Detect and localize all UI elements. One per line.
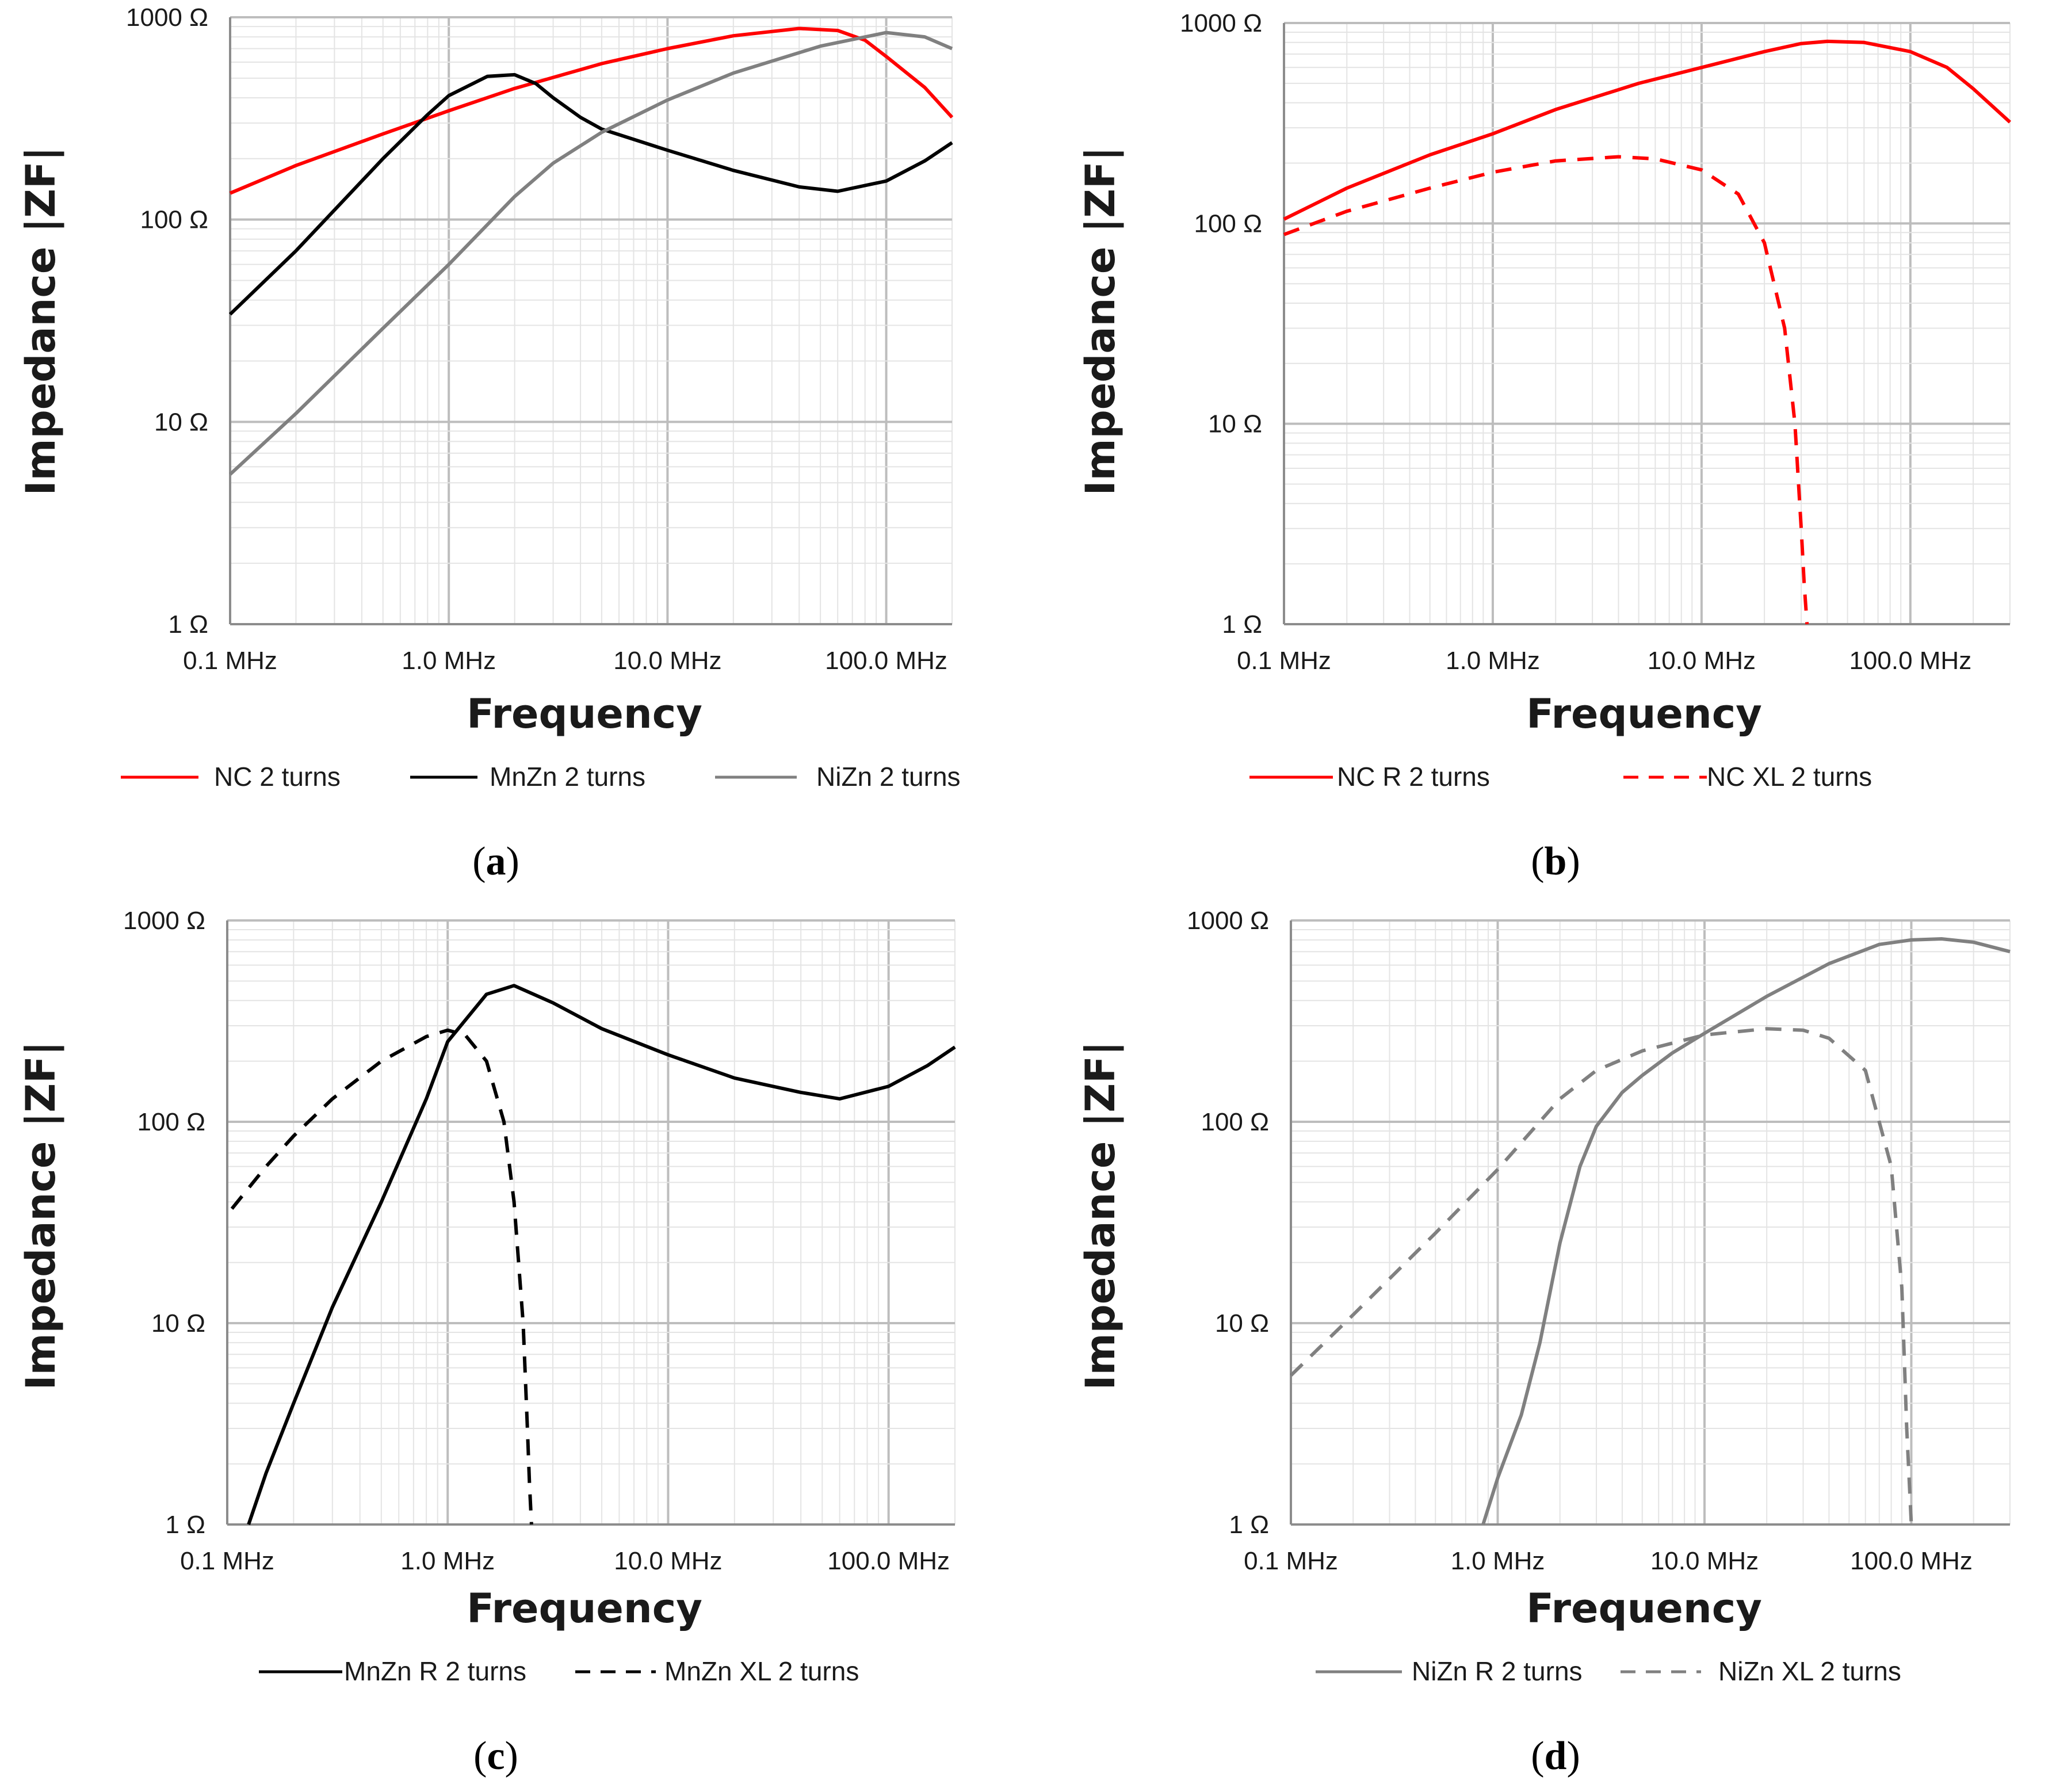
x-tick-label: 1.0 MHz (402, 647, 496, 675)
legend-entry: NC R 2 turns (1249, 762, 1490, 792)
grid (226, 919, 956, 1526)
y-tick-label: 1000 Ω (123, 907, 205, 935)
grid (1290, 919, 2011, 1526)
x-tick-label: 100.0 MHz (827, 1547, 950, 1575)
legend-label: MnZn 2 turns (490, 762, 645, 792)
y-tick-label: 1 Ω (1222, 610, 1262, 639)
y-tick-label: 1 Ω (168, 610, 208, 639)
series-line-nc-r-2-turns (1283, 39, 2012, 221)
caption-open-paren: ( (1531, 839, 1544, 884)
x-tick-label: 100.0 MHz (825, 647, 947, 675)
caption-open-paren: ( (472, 839, 486, 884)
series-line-nc-2-turns (229, 26, 954, 195)
panel-caption: (a) (472, 839, 519, 884)
y-tick-label: 1000 Ω (126, 3, 208, 32)
x-tick-label: 1.0 MHz (1451, 1547, 1545, 1575)
x-tick-label: 1.0 MHz (400, 1547, 495, 1575)
caption-open-paren: ( (473, 1734, 487, 1778)
legend-entry: NC 2 turns (121, 762, 341, 792)
caption-letter: c (487, 1734, 505, 1778)
y-axis-title: Impedance |ZF| (1077, 1041, 1124, 1390)
legend-label: NiZn 2 turns (816, 762, 961, 792)
caption-close-paren: ) (506, 839, 519, 884)
caption-close-paren: ) (1566, 1734, 1580, 1778)
y-tick-label: 1 Ω (165, 1511, 205, 1539)
series-line-mnzn-xl-2-turns (230, 1028, 533, 1525)
y-tick-label: 100 Ω (1201, 1108, 1269, 1136)
x-axis-title: Frequency (467, 690, 702, 738)
series-line-nc-xl-2-turns (1283, 155, 1809, 625)
legend-label: MnZn XL 2 turns (664, 1656, 859, 1686)
y-tick-label: 1 Ω (1229, 1511, 1269, 1539)
panel-caption: (c) (473, 1734, 518, 1778)
caption-close-paren: ) (1566, 839, 1580, 884)
y-tick-label: 10 Ω (151, 1309, 205, 1338)
x-tick-label: 10.0 MHz (1650, 1547, 1759, 1575)
legend-label: MnZn R 2 turns (344, 1656, 526, 1686)
legend-label: NiZn XL 2 turns (1718, 1656, 1901, 1686)
x-tick-label: 0.1 MHz (1244, 1547, 1338, 1575)
y-axis-title: Impedance |ZF| (1077, 147, 1124, 496)
legend-label: NC XL 2 turns (1707, 762, 1872, 792)
x-tick-label: 100.0 MHz (1849, 647, 1971, 675)
grid (229, 16, 953, 625)
y-axis-title: Impedance |ZF| (17, 1041, 64, 1390)
panel-caption: (b) (1531, 839, 1580, 884)
series-line-mnzn-2-turns (228, 72, 953, 316)
x-tick-label: 10.0 MHz (1648, 647, 1756, 675)
panel-caption: (d) (1531, 1734, 1580, 1778)
y-axis-title: Impedance |ZF| (17, 147, 64, 496)
legend-entry: NC XL 2 turns (1623, 762, 1872, 792)
y-tick-label: 10 Ω (1215, 1309, 1269, 1338)
series-line-nizn-2-turns (228, 30, 953, 476)
series-line-nizn-r-2-turns (1481, 937, 2011, 1525)
caption-letter: a (486, 839, 506, 884)
chart-panel-a: 1 Ω 10 Ω 100 Ω 1000 Ω 0.1 MHz 1.0 MHz 10.0 MHz… (17, 3, 961, 884)
caption-close-paren: ) (505, 1734, 518, 1778)
legend-entry: MnZn XL 2 turns (575, 1656, 859, 1686)
chart-panel-c: 1 Ω 10 Ω 100 Ω 1000 Ω 0.1 MHz 1.0 MHz 10.0 MHz… (17, 907, 956, 1778)
caption-open-paren: ( (1531, 1734, 1544, 1778)
legend-entry: MnZn 2 turns (410, 762, 645, 792)
x-tick-label: 10.0 MHz (613, 647, 721, 675)
x-tick-label: 100.0 MHz (1850, 1547, 1973, 1575)
legend-entry: NiZn R 2 turns (1316, 1656, 1583, 1686)
y-tick-label: 10 Ω (154, 408, 208, 436)
series-line-mnzn-r-2-turns (247, 984, 956, 1525)
chart-panel-b: 1 Ω 10 Ω 100 Ω 1000 Ω 0.1 MHz 1.0 MHz 10.0 MHz… (1077, 9, 2012, 884)
grid (1283, 22, 2011, 625)
legend-label: NC 2 turns (214, 762, 341, 792)
series-line-nizn-xl-2-turns (1289, 1027, 1913, 1525)
x-axis-title: Frequency (467, 1585, 702, 1632)
x-tick-label: 0.1 MHz (180, 1547, 274, 1575)
legend-entry: NiZn XL 2 turns (1621, 1656, 1901, 1686)
y-tick-label: 100 Ω (137, 1108, 205, 1136)
y-tick-label: 100 Ω (140, 206, 208, 234)
x-tick-label: 0.1 MHz (183, 647, 277, 675)
x-tick-label: 10.0 MHz (614, 1547, 722, 1575)
chart-panel-d: 1 Ω 10 Ω 100 Ω 1000 Ω 0.1 MHz 1.0 MHz 10.0 MHz… (1077, 907, 2011, 1778)
legend-entry: NiZn 2 turns (715, 762, 961, 792)
x-axis-title: Frequency (1526, 1585, 1762, 1632)
y-tick-label: 100 Ω (1194, 209, 1262, 238)
y-tick-label: 1000 Ω (1187, 907, 1269, 935)
y-tick-label: 10 Ω (1208, 410, 1262, 438)
legend-entry: MnZn R 2 turns (259, 1656, 526, 1686)
y-tick-label: 1000 Ω (1180, 9, 1262, 37)
caption-letter: b (1545, 839, 1567, 884)
x-tick-label: 0.1 MHz (1237, 647, 1331, 675)
x-axis-title: Frequency (1526, 690, 1762, 738)
x-tick-label: 1.0 MHz (1446, 647, 1540, 675)
caption-letter: d (1545, 1734, 1567, 1778)
legend-label: NiZn R 2 turns (1412, 1656, 1583, 1686)
legend-label: NC R 2 turns (1337, 762, 1490, 792)
